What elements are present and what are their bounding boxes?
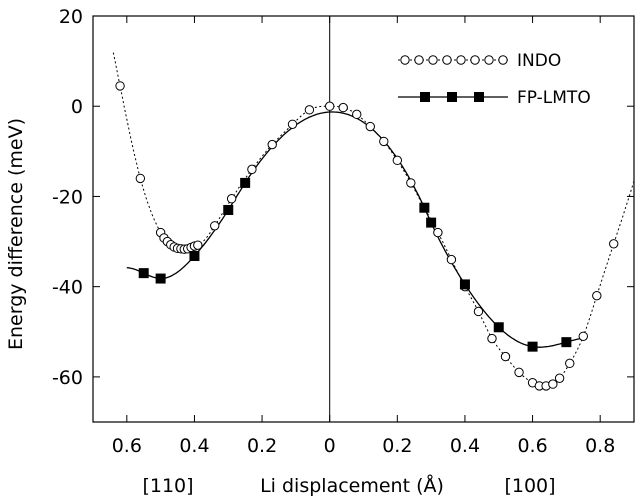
fp-lmto-point-marker [493,322,504,333]
x-tick-label: 0.2 [247,435,277,457]
direction-label-110: [110] [142,475,193,497]
plot-area-border [92,15,635,423]
indo-point-marker [304,105,315,115]
indo-point-marker [226,194,237,204]
indo-point-marker [500,351,511,362]
fp-lmto-point-marker [419,202,430,213]
axis-tick-labels: 0.6 0.4 0.2 0 0.2 0.4 0.6 0.8 20 0 -20 -40 -60 [52,6,615,457]
indo-point-marker [267,139,277,150]
legend-indo-marker [414,55,424,65]
fp-lmto-point-marker [240,177,251,188]
indo-point-marker [592,290,602,301]
legend-fp-lmto-label: FP-LMTO [517,88,591,108]
x-tick-label: 0.6 [517,435,547,457]
legend-indo-marker [428,55,438,65]
y-tick-label: -40 [52,277,83,299]
legend-indo-marker [470,55,480,65]
indo-point-marker [324,101,335,111]
legend-indo-marker [442,55,452,65]
indo-point-marker [554,373,565,383]
fp-lmto-point-marker [155,273,166,284]
fp-lmto-point-marker [561,337,572,348]
fp-lmto-point-marker [138,268,149,279]
series-line-fp-lmto [126,111,587,348]
legend-indo-marker [456,55,466,65]
legend-indo-marker [484,55,494,65]
indo-point-marker [135,173,146,184]
x-tick-label: 0.6 [112,435,142,457]
indo-point-marker [379,136,389,147]
y-axis-label: Energy difference (meV) [5,118,27,350]
indo-point-marker [578,331,588,341]
fp-lmto-point-marker [459,279,470,290]
fp-lmto-point-marker [527,341,538,352]
legend: INDO FP-LMTO [398,51,591,108]
y-tick-label: 0 [71,96,83,118]
indo-point-marker [193,240,203,250]
legend-fp-lmto-marker [474,92,484,102]
indo-point-marker [565,358,575,369]
fp-lmto-point-marker [426,217,437,228]
y-tick-label: -60 [52,367,83,389]
indo-point-marker [473,306,484,317]
plot-frame [92,15,635,423]
x-tick-label: 0.8 [585,435,615,457]
fp-lmto-point-marker [189,250,200,261]
legend-indo-label: INDO [517,51,561,71]
x-axis-label: Li displacement (Å) [260,474,444,497]
indo-point-marker [115,81,125,91]
legend-entry-indo: INDO [398,51,561,71]
indo-point-marker [514,367,524,378]
indo-point-marker [338,102,348,113]
indo-point-marker [287,119,298,129]
legend-indo-markers [400,55,508,65]
indo-point-marker [433,227,443,238]
indo-point-marker [210,221,220,231]
indo-point-marker [247,164,257,175]
legend-fp-lmto-markers [420,92,484,102]
series-markers [115,81,619,391]
x-tick-label: 0.4 [179,435,209,457]
indo-point-marker [352,109,362,120]
x-tick-label: 0.2 [382,435,412,457]
legend-fp-lmto-marker [420,92,430,102]
legend-indo-marker [400,55,410,65]
x-tick-label: 0 [324,435,336,457]
indo-point-marker [487,333,497,344]
legend-indo-marker [498,55,508,65]
legend-entry-fp-lmto: FP-LMTO [398,88,591,108]
indo-point-marker [446,254,457,265]
legend-fp-lmto-marker [447,92,457,102]
direction-label-100: [100] [504,475,555,497]
x-tick-label: 0.4 [450,435,480,457]
y-tick-label: 20 [59,6,83,28]
indo-point-marker [609,239,619,249]
indo-point-marker [406,178,416,188]
indo-point-marker [365,121,375,132]
fp-lmto-point-marker [223,204,234,215]
indo-point-marker [392,155,403,166]
axis-ticks [93,16,634,422]
indo-point-marker [548,379,558,389]
y-tick-label: -20 [52,186,83,208]
